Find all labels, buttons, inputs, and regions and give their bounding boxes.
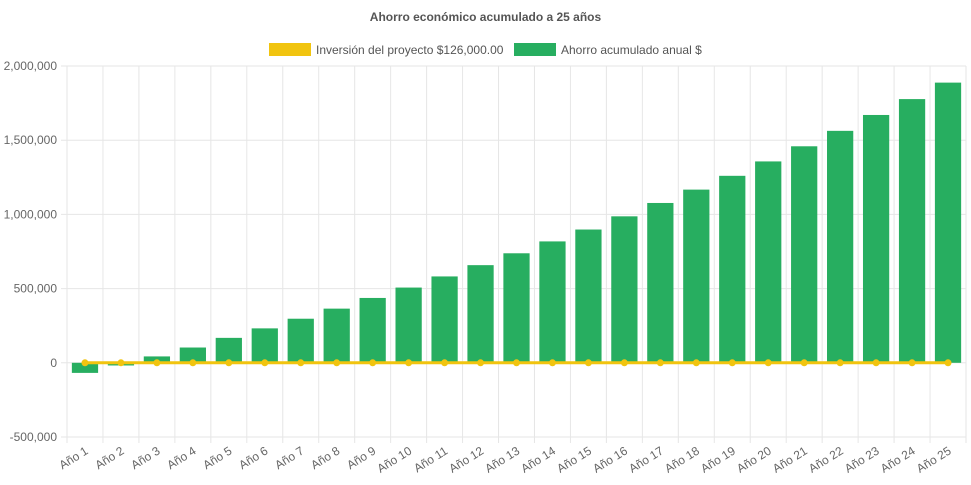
x-tick-label: Año 16 (590, 444, 630, 476)
legend-swatch-investment (269, 43, 311, 56)
bar-ahorro[interactable] (503, 253, 530, 363)
bar-ahorro[interactable] (287, 318, 314, 363)
x-tick-label: Año 25 (914, 444, 954, 476)
investment-point[interactable] (261, 359, 269, 367)
bar-ahorro[interactable] (862, 114, 890, 363)
investment-point[interactable] (441, 359, 449, 367)
x-tick-label: Año 7 (272, 443, 306, 472)
investment-point[interactable] (800, 359, 808, 367)
investment-point[interactable] (369, 359, 377, 367)
x-tick-label: Año 18 (662, 444, 702, 476)
bar-ahorro[interactable] (71, 362, 99, 373)
bar-ahorro[interactable] (683, 189, 710, 363)
investment-point[interactable] (872, 359, 880, 367)
bar-ahorro[interactable] (467, 265, 494, 363)
x-tick-label: Año 10 (375, 444, 415, 476)
bar-ahorro[interactable] (647, 202, 674, 363)
bar-ahorro[interactable] (934, 82, 962, 363)
bar-ahorro[interactable] (251, 328, 278, 363)
grid (61, 65, 967, 443)
x-tick-label: Año 15 (554, 444, 594, 476)
investment-point[interactable] (513, 359, 520, 367)
bar-ahorro[interactable] (898, 99, 926, 363)
x-tick-label: Año 9 (344, 443, 378, 472)
x-tick-label: Año 19 (698, 444, 738, 476)
investment-point[interactable] (548, 359, 556, 367)
x-tick-label: Año 6 (236, 443, 270, 472)
y-axis-ticks: 2,000,000 1,500,000 1,000,000 500,000 0 -500,… (4, 59, 58, 444)
investment-point[interactable] (225, 359, 233, 367)
investment-point[interactable] (584, 359, 592, 367)
investment-point[interactable] (620, 359, 628, 367)
investment-point[interactable] (189, 359, 197, 367)
bar-ahorro[interactable] (395, 287, 422, 363)
investment-point[interactable] (728, 359, 736, 367)
investment-point[interactable] (117, 359, 125, 367)
bar-ahorro[interactable] (719, 175, 746, 363)
y-tick-label: -500,000 (10, 430, 58, 444)
investment-point[interactable] (692, 359, 700, 367)
x-axis-ticks: Año 1 Año 2 Año 3 Año 4 Año 5 Año 6 Año 7 Año 8… (57, 443, 954, 475)
bars (71, 82, 962, 373)
x-tick-label: Año 2 (93, 443, 127, 472)
bar-ahorro[interactable] (359, 297, 386, 363)
investment-line (81, 359, 952, 367)
bar-ahorro[interactable] (611, 216, 638, 363)
bar-ahorro[interactable] (755, 161, 782, 363)
investment-point[interactable] (656, 359, 664, 367)
x-tick-label: Año 21 (770, 444, 810, 476)
x-tick-label: Año 11 (411, 444, 450, 476)
investment-point[interactable] (764, 359, 772, 367)
bar-ahorro[interactable] (431, 276, 458, 363)
investment-point[interactable] (944, 359, 952, 367)
x-tick-label: Año 23 (842, 444, 882, 476)
bar-ahorro[interactable] (575, 229, 602, 363)
investment-point[interactable] (81, 359, 89, 367)
bar-ahorro[interactable] (791, 146, 818, 363)
x-tick-label: Año 3 (128, 443, 162, 472)
investment-point[interactable] (153, 359, 161, 367)
bar-ahorro[interactable] (179, 347, 206, 363)
bar-ahorro[interactable] (215, 337, 242, 363)
bar-ahorro[interactable] (539, 241, 566, 363)
investment-point[interactable] (405, 359, 413, 367)
legend-label-investment: Inversión del proyecto $126,000.00 (316, 43, 504, 57)
y-tick-label: 1,000,000 (4, 207, 58, 221)
investment-point[interactable] (477, 359, 485, 367)
chart-title: Ahorro económico acumulado a 25 años (370, 10, 602, 24)
legend-swatch-savings (514, 43, 556, 56)
y-tick-label: 0 (50, 356, 57, 370)
x-tick-label: Año 1 (57, 443, 91, 472)
x-tick-label: Año 13 (482, 444, 522, 476)
investment-point[interactable] (836, 359, 844, 367)
investment-point[interactable] (908, 359, 916, 367)
legend-label-savings: Ahorro acumulado anual $ (561, 43, 702, 57)
x-tick-label: Año 5 (200, 443, 234, 472)
y-tick-label: 1,500,000 (4, 133, 58, 147)
legend-item-savings[interactable]: Ahorro acumulado anual $ (514, 43, 702, 57)
x-tick-label: Año 12 (446, 444, 486, 476)
legend[interactable]: Inversión del proyecto $126,000.00 Ahorr… (269, 43, 702, 57)
y-tick-label: 2,000,000 (4, 59, 58, 73)
bar-ahorro[interactable] (827, 130, 854, 363)
investment-point[interactable] (333, 359, 341, 367)
legend-item-investment[interactable]: Inversión del proyecto $126,000.00 (269, 43, 504, 57)
x-tick-label: Año 20 (734, 444, 774, 476)
x-tick-label: Año 17 (626, 444, 666, 476)
x-tick-label: Año 24 (878, 444, 918, 476)
x-tick-label: Año 8 (308, 443, 342, 472)
bar-ahorro[interactable] (323, 308, 350, 363)
y-tick-label: 500,000 (14, 282, 58, 296)
x-tick-label: Año 22 (806, 444, 846, 476)
x-tick-label: Año 14 (518, 444, 558, 476)
x-tick-label: Año 4 (164, 443, 198, 472)
investment-point[interactable] (297, 359, 305, 367)
